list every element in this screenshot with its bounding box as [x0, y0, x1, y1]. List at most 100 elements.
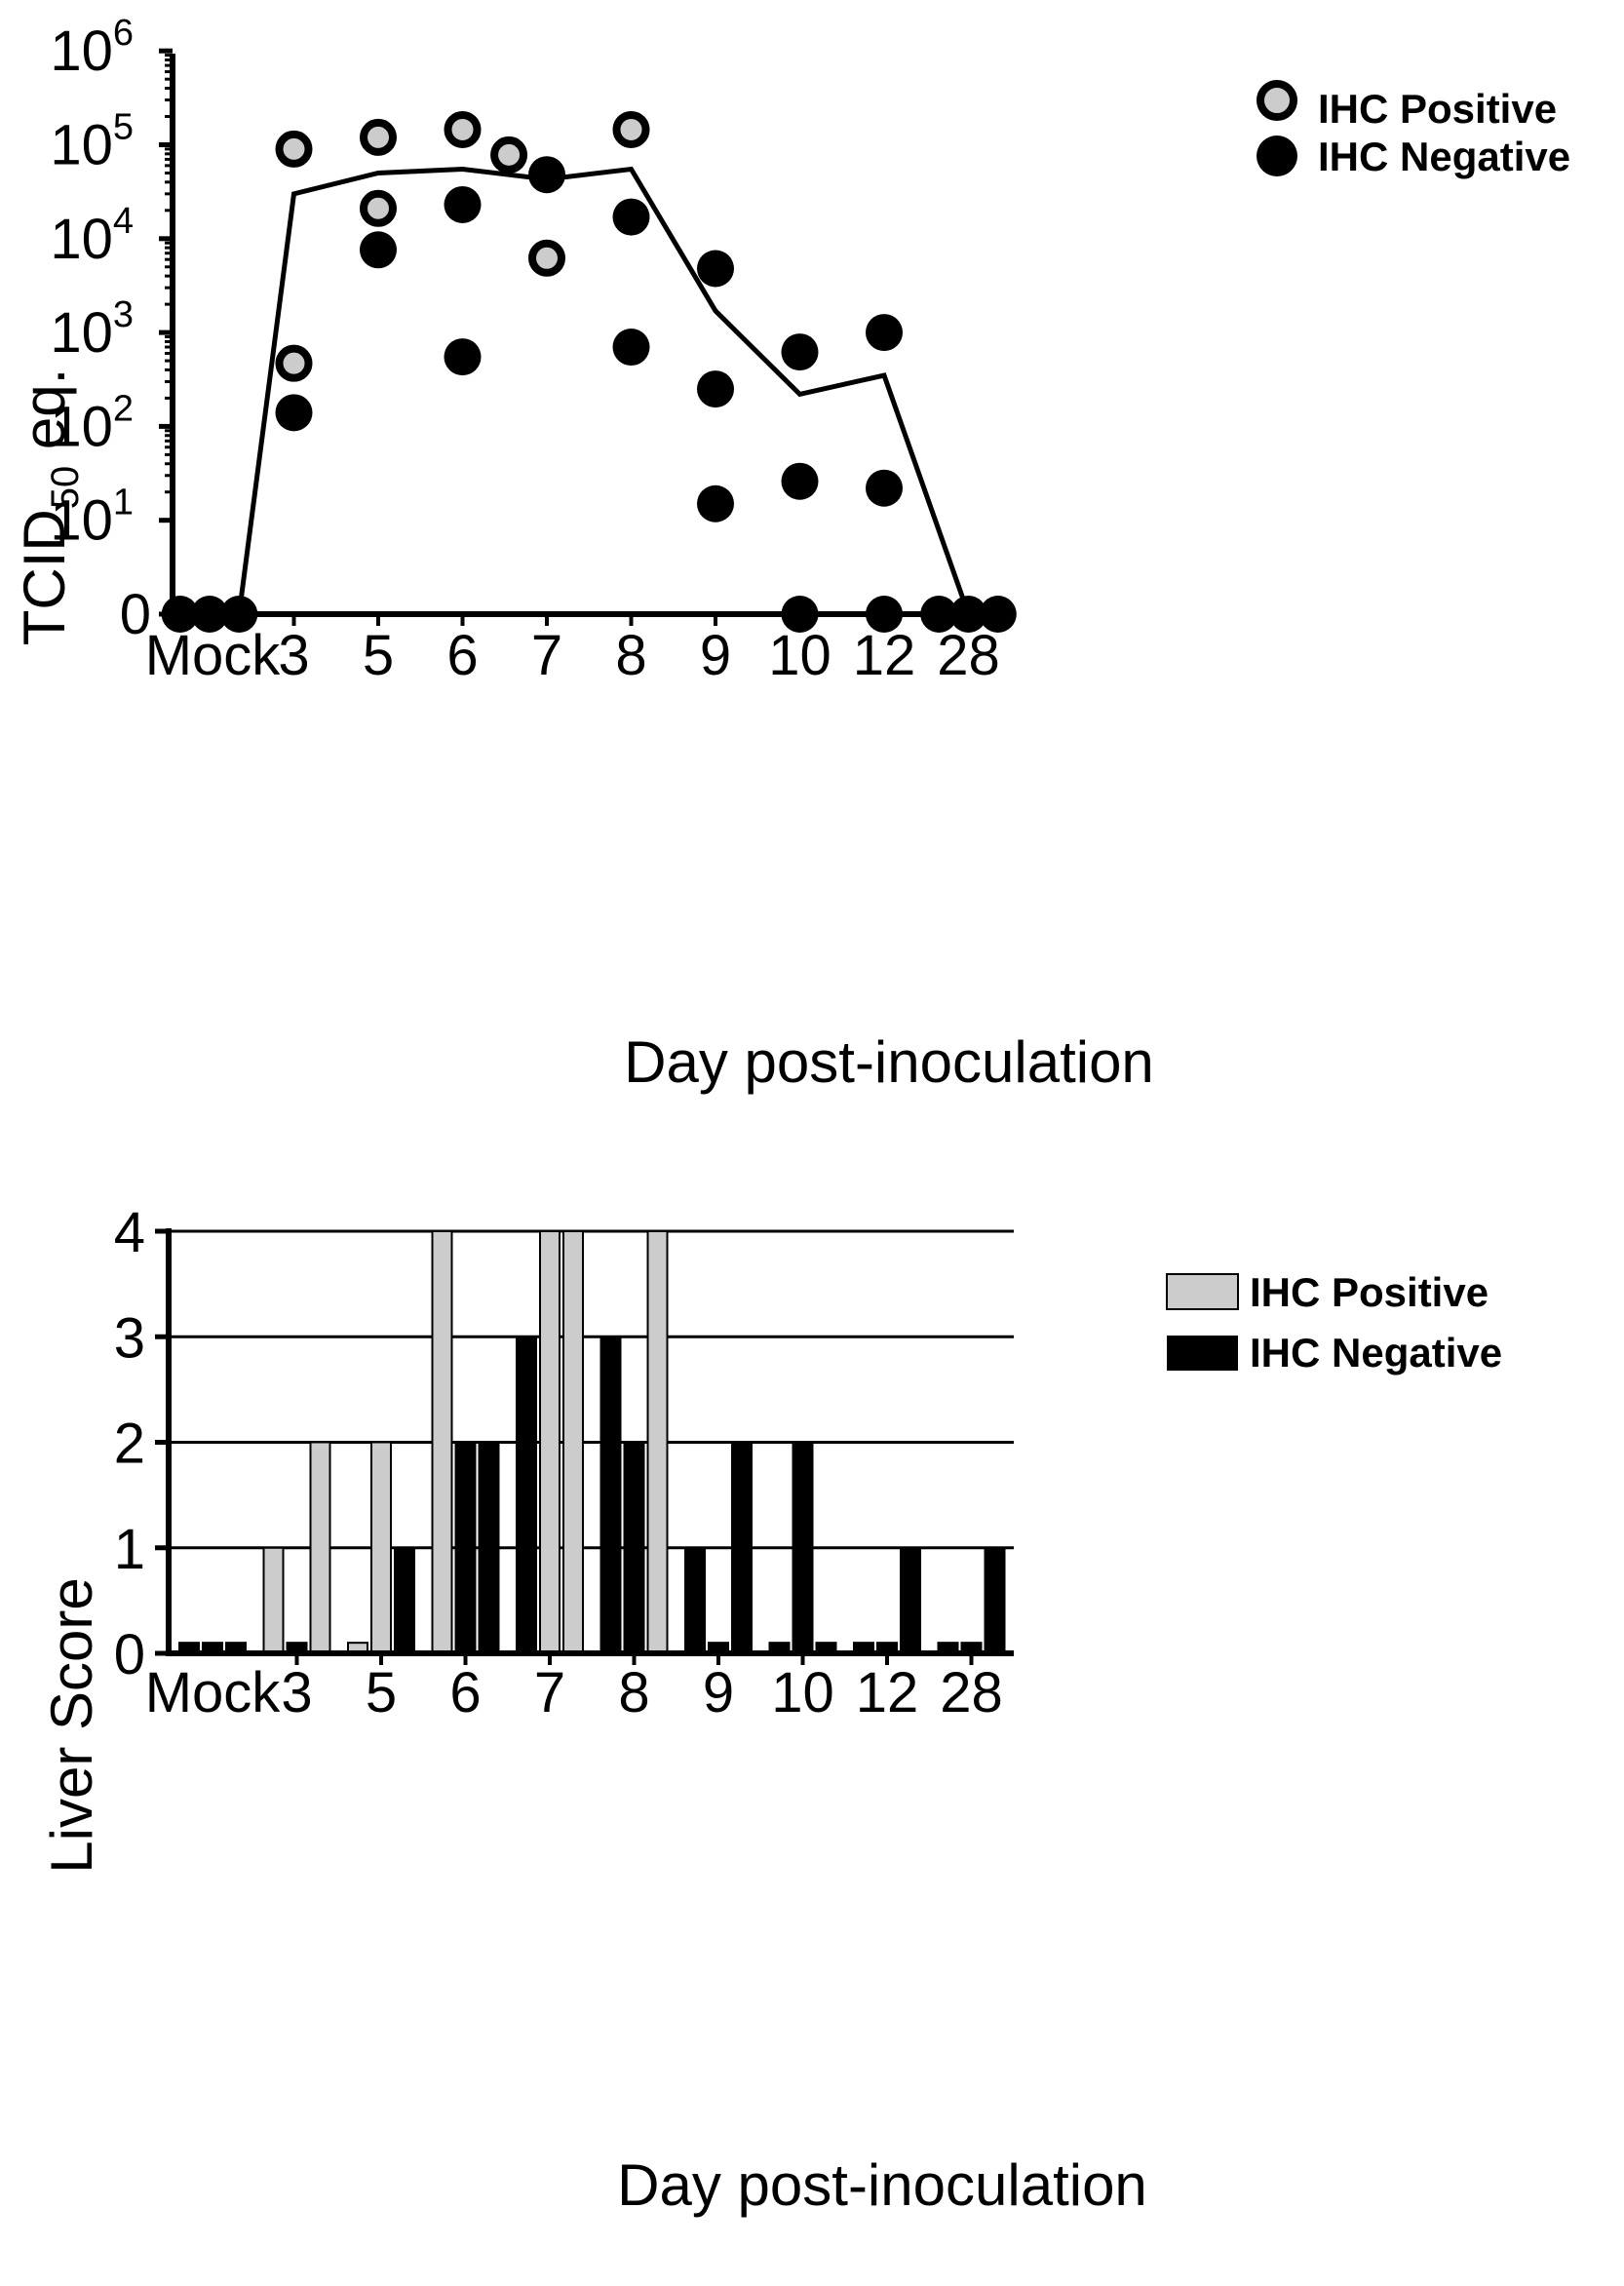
- x-tick-label: 9: [703, 1661, 734, 1724]
- legend: IHC Positive IHC Negative: [1257, 80, 1570, 179]
- data-point-ihc-negative: [781, 333, 819, 371]
- y-axis-title: TCID50 eq.: [12, 368, 87, 646]
- y-tick-base: 10: [50, 395, 113, 458]
- y-tick-exponent: 6: [113, 13, 134, 54]
- x-tick-label: 7: [531, 624, 562, 687]
- data-point-ihc-negative: [697, 370, 734, 408]
- y-tick-base: 10: [50, 301, 113, 365]
- x-tick-label: 28: [940, 1661, 1003, 1724]
- axes: [170, 54, 1014, 617]
- y-tick-label: 3: [114, 1306, 145, 1370]
- points-layer: [161, 110, 1017, 633]
- y-tick-label: 103: [50, 294, 134, 365]
- bar-ihc-positive: [562, 1230, 584, 1654]
- y-axis-title-main: TCID: [12, 509, 77, 645]
- y-tick-base: 10: [50, 19, 113, 83]
- bar-ihc-negative: [478, 1441, 500, 1654]
- bar-ihc-negative: [900, 1546, 921, 1654]
- bar-ihc-negative: [684, 1546, 706, 1654]
- x-tick-label: 12: [856, 1661, 919, 1724]
- x-axis-title: Day post-inoculation: [617, 2152, 1147, 2218]
- y-axis-title: Liver Score: [39, 1577, 104, 1873]
- y-tick-exponent: 5: [113, 107, 134, 148]
- data-point-ihc-negative: [866, 469, 903, 507]
- x-tick-label: 28: [937, 624, 1000, 687]
- y-tick-label: 106: [50, 13, 134, 83]
- data-point-ihc-negative: [866, 314, 903, 352]
- data-point-ihc-negative: [697, 250, 734, 288]
- y-tick-exponent: 2: [113, 388, 134, 429]
- legend-label-negative: IHC Negative: [1318, 134, 1570, 179]
- legend-swatch-positive: [1166, 1273, 1239, 1310]
- data-point-ihc-negative: [612, 198, 650, 236]
- bar-ihc-negative: [984, 1546, 1006, 1654]
- x-tick-label: 5: [366, 1661, 397, 1724]
- data-point-ihc-positive: [275, 130, 313, 168]
- bar-ihc-negative: [599, 1336, 622, 1654]
- y-tick-base: 10: [50, 114, 113, 177]
- y-axis-title-subscript: 50: [44, 466, 87, 510]
- x-tick-label: 10: [771, 1661, 834, 1724]
- x-tick-label: 6: [449, 1661, 481, 1724]
- data-point-ihc-negative: [697, 484, 734, 523]
- data-point-ihc-negative: [528, 156, 565, 194]
- legend-label-positive: IHC Positive: [1318, 86, 1557, 132]
- x-tick-label: 8: [615, 624, 646, 687]
- bars-layer: [178, 1230, 1006, 1655]
- y-tick-base: 10: [50, 489, 113, 553]
- legend-marker-negative: [1257, 136, 1297, 176]
- legend-label-positive: IHC Positive: [1250, 1269, 1489, 1315]
- x-tick-label: 7: [534, 1661, 565, 1724]
- mean-line: [236, 166, 971, 615]
- y-axis-title-suffix: eq.: [12, 368, 77, 466]
- bar-ihc-negative: [394, 1546, 415, 1654]
- x-tick-label: Mock: [145, 624, 282, 687]
- data-point-ihc-positive: [360, 189, 397, 227]
- x-axis-title: Day post-inoculation: [624, 1029, 1154, 1095]
- bar-ihc-positive: [539, 1230, 561, 1654]
- y-tick-label: 1: [114, 1518, 145, 1581]
- bar-ihc-positive: [431, 1230, 453, 1654]
- bar-ihc-negative: [623, 1441, 645, 1654]
- legend-swatch-negative: [1167, 1336, 1238, 1371]
- data-point-ihc-positive: [275, 344, 313, 382]
- x-tick-label: 8: [618, 1661, 649, 1724]
- bar-ihc-positive: [309, 1441, 331, 1654]
- legend: IHC Positive IHC Negative: [1166, 1269, 1502, 1375]
- y-tick-label: 2: [114, 1413, 145, 1476]
- data-point-ihc-negative: [444, 185, 482, 223]
- legend-label-negative: IHC Negative: [1250, 1330, 1502, 1375]
- bar-ihc-negative: [731, 1441, 753, 1654]
- y-tick-label: 102: [50, 388, 134, 458]
- y-tick-label: 105: [50, 107, 134, 177]
- y-tick-label: 0: [114, 1623, 145, 1686]
- x-tick-label: 12: [853, 624, 916, 687]
- y-ticks: 0 1 2 3 4: [114, 1201, 169, 1686]
- y-tick-base: 10: [50, 208, 113, 271]
- gridlines: [169, 1229, 1014, 1550]
- y-tick-exponent: 1: [113, 483, 134, 523]
- y-tick-exponent: 4: [113, 201, 134, 242]
- x-tick-label: 10: [768, 624, 831, 687]
- bar-ihc-negative: [454, 1441, 477, 1654]
- y-tick-label: 101: [50, 483, 134, 553]
- y-tick-label: 4: [114, 1201, 145, 1264]
- data-point-ihc-positive: [528, 239, 565, 277]
- data-point-ihc-positive: [490, 136, 528, 174]
- bar-ihc-positive: [646, 1230, 669, 1654]
- x-tick-label: 3: [281, 1661, 312, 1724]
- x-tick-label: 3: [278, 624, 309, 687]
- y-tick-label: 104: [50, 201, 134, 271]
- mean-line-layer: [236, 166, 971, 615]
- legend-marker-positive: [1257, 80, 1297, 121]
- data-point-ihc-negative: [444, 338, 482, 376]
- x-tick-label: 5: [363, 624, 394, 687]
- y-tick-base: 0: [120, 583, 151, 646]
- data-point-ihc-negative: [612, 329, 650, 367]
- y-tick-label: 0: [120, 583, 151, 646]
